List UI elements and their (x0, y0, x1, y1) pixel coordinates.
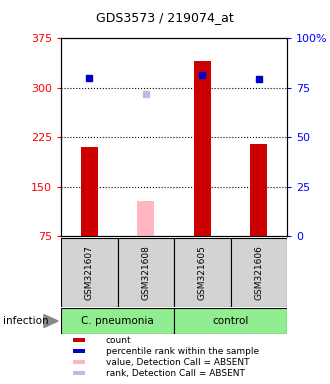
Polygon shape (44, 314, 58, 328)
Bar (117, 238, 174, 307)
Text: percentile rank within the sample: percentile rank within the sample (106, 346, 259, 356)
Text: rank, Detection Call = ABSENT: rank, Detection Call = ABSENT (106, 369, 245, 377)
Text: count: count (106, 336, 131, 344)
Text: control: control (213, 316, 249, 326)
Bar (174, 308, 287, 334)
Bar (73, 349, 85, 353)
Text: GSM321607: GSM321607 (85, 245, 94, 300)
Bar (73, 338, 85, 342)
Bar (61, 238, 117, 307)
Bar (137, 201, 154, 236)
Text: GSM321608: GSM321608 (141, 245, 150, 300)
Text: GSM321606: GSM321606 (254, 245, 263, 300)
Bar (174, 238, 231, 307)
Bar (73, 371, 85, 375)
Bar (73, 360, 85, 364)
Text: value, Detection Call = ABSENT: value, Detection Call = ABSENT (106, 358, 249, 367)
Text: infection: infection (3, 316, 49, 326)
Text: GSM321605: GSM321605 (198, 245, 207, 300)
Text: GDS3573 / 219074_at: GDS3573 / 219074_at (96, 11, 234, 24)
Bar (194, 61, 211, 236)
Text: C. pneumonia: C. pneumonia (81, 316, 154, 326)
Bar (250, 144, 267, 236)
Bar (81, 147, 98, 236)
Bar (61, 308, 174, 334)
Bar (231, 238, 287, 307)
